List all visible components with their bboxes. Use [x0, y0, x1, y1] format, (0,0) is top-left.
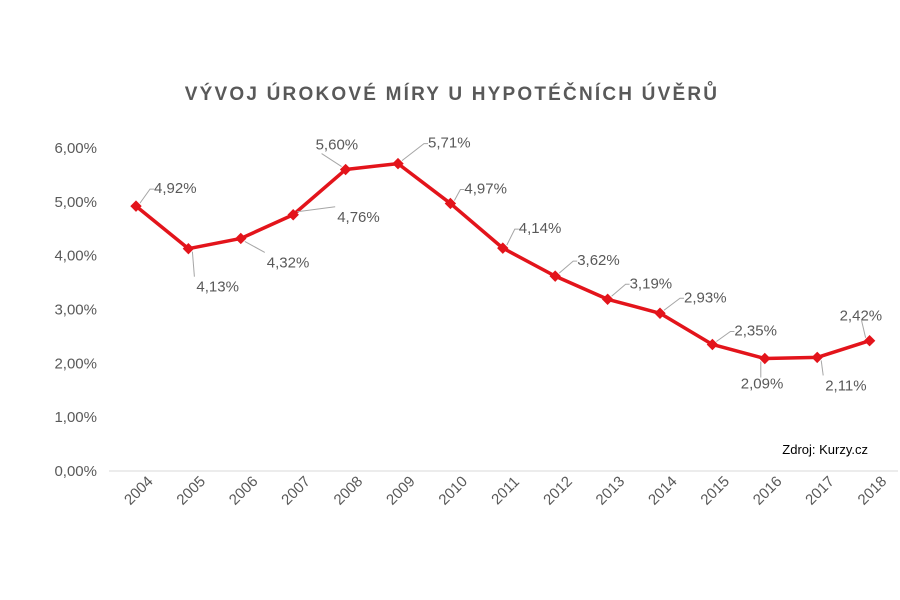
data-label: 5,71%	[428, 135, 471, 152]
x-tick-label: 2014	[645, 473, 681, 509]
x-tick-label: 2017	[802, 473, 838, 509]
data-point-marker	[863, 335, 876, 347]
label-leader	[663, 297, 684, 311]
y-tick-label: 4,00%	[54, 248, 97, 265]
label-leader	[820, 360, 824, 376]
data-point-marker	[706, 338, 719, 351]
y-tick-label: 3,00%	[54, 302, 97, 319]
y-axis-ticks: 0,00% 1,00% 2,00% 3,00% 4,00% 5,00% 6,00%	[54, 140, 97, 480]
x-tick-label: 2010	[435, 473, 471, 509]
x-tick-label: 2009	[383, 473, 419, 509]
data-point-marker	[287, 209, 299, 221]
x-tick-label: 2004	[121, 473, 157, 509]
label-leader	[297, 206, 336, 213]
x-tick-label: 2007	[278, 473, 314, 509]
label-leader	[506, 228, 519, 246]
label-leader	[244, 241, 266, 253]
x-tick-label: 2013	[593, 473, 629, 509]
data-label: 4,92%	[154, 180, 197, 197]
data-point-marker	[339, 163, 352, 176]
data-label: 4,76%	[337, 209, 380, 226]
y-tick-label: 2,00%	[54, 355, 97, 372]
x-tick-label: 2018	[855, 473, 891, 509]
x-tick-label: 2016	[750, 473, 786, 509]
data-point-marker	[759, 352, 771, 365]
x-tick-label: 2015	[697, 473, 733, 509]
x-tick-label: 2011	[488, 473, 523, 508]
data-label: 3,19%	[630, 275, 673, 292]
label-leader	[191, 251, 195, 277]
data-label: 2,35%	[734, 322, 777, 339]
data-label: 2,93%	[684, 289, 727, 306]
data-point-marker	[444, 197, 457, 210]
data-label: 5,60%	[316, 137, 359, 154]
data-point-marker	[811, 351, 823, 364]
data-markers	[130, 157, 876, 365]
label-leader	[139, 188, 154, 204]
data-label: 4,13%	[196, 279, 239, 296]
data-label: 4,32%	[267, 254, 310, 271]
data-labels: 4,92% 4,13% 4,32% 4,76% 5,60% 5,71% 4,97% 4,14%…	[154, 135, 882, 395]
label-leader	[861, 320, 867, 338]
y-tick-label: 0,00%	[54, 463, 97, 480]
data-point-marker	[235, 232, 247, 245]
data-point-marker	[654, 307, 666, 319]
data-point-marker	[549, 270, 561, 282]
data-label: 4,14%	[519, 220, 562, 237]
label-leader-lines	[139, 143, 867, 378]
data-label: 2,42%	[840, 308, 883, 325]
label-leader	[321, 153, 342, 167]
x-tick-label: 2008	[331, 473, 367, 509]
data-point-marker	[601, 293, 614, 305]
data-point-marker	[392, 157, 404, 170]
source-note: Zdroj: Kurzy.cz	[782, 442, 868, 457]
y-tick-label: 1,00%	[54, 409, 97, 426]
data-point-marker	[182, 242, 195, 255]
label-leader	[401, 143, 428, 162]
data-label: 2,09%	[741, 375, 784, 392]
label-leader	[453, 188, 465, 201]
y-tick-label: 5,00%	[54, 194, 97, 211]
label-leader	[558, 260, 578, 274]
data-point-marker	[130, 200, 142, 212]
data-label: 4,97%	[464, 180, 507, 197]
data-label: 3,62%	[577, 252, 620, 269]
y-tick-label: 6,00%	[54, 140, 97, 157]
x-tick-label: 2006	[226, 473, 262, 509]
label-leader	[611, 283, 630, 297]
x-tick-label: 2005	[173, 473, 209, 509]
data-point-marker	[497, 242, 509, 254]
data-label: 2,11%	[825, 377, 866, 394]
chart-title: VÝVOJ ÚROKOVÉ MÍRY U HYPOTÉČNÍCH ÚVĚRŮ	[185, 82, 719, 105]
label-leader	[716, 330, 735, 342]
x-axis-ticks: 2004 2005 2006 2007 2008 2009 2010 2011 2012 2013…	[121, 473, 890, 509]
x-tick-label: 2012	[540, 473, 576, 509]
